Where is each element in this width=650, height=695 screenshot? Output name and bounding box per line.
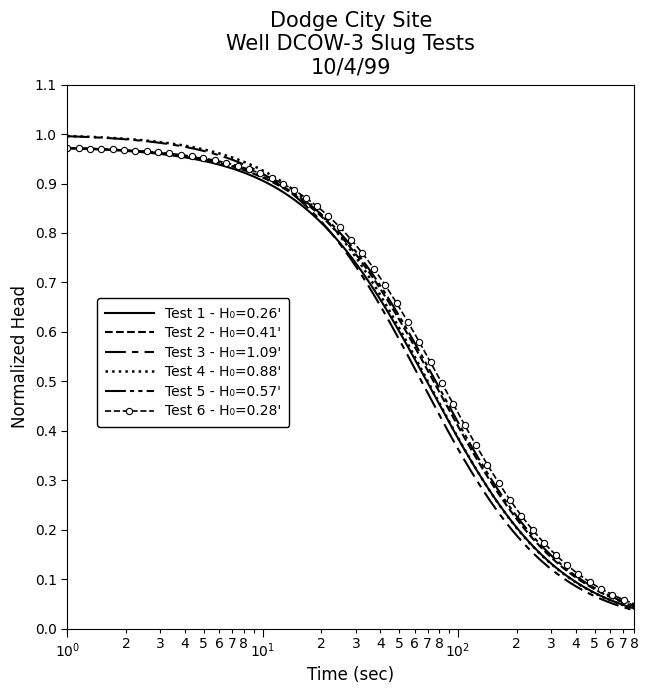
Test 3 - H₀=1.09': [453, 443, 461, 451]
Test 5 - H₀=0.57': [506, 502, 514, 511]
Test 5 - H₀=0.57': [313, 206, 321, 215]
Test 1 - H₀=0.26': [453, 432, 461, 440]
Test 3 - H₀=1.09': [292, 193, 300, 202]
Test 3 - H₀=1.09': [630, 606, 638, 614]
Test 2 - H₀=0.41': [453, 420, 461, 428]
Line: Test 2 - H₀=0.41': Test 2 - H₀=0.41': [67, 148, 634, 606]
Test 1 - H₀=0.26': [63, 144, 71, 152]
Test 6 - H₀=0.28': [292, 188, 300, 196]
Test 5 - H₀=0.57': [63, 144, 71, 152]
Test 4 - H₀=0.88': [292, 188, 300, 197]
Y-axis label: Normalized Head: Normalized Head: [11, 285, 29, 428]
Test 5 - H₀=0.57': [292, 191, 300, 199]
Line: Test 1 - H₀=0.26': Test 1 - H₀=0.26': [67, 148, 634, 609]
Test 1 - H₀=0.26': [313, 215, 321, 223]
Line: Test 3 - H₀=1.09': Test 3 - H₀=1.09': [67, 136, 634, 610]
Test 6 - H₀=0.28': [313, 202, 321, 211]
Test 1 - H₀=0.26': [516, 528, 524, 536]
Test 1 - H₀=0.26': [506, 514, 514, 523]
Test 1 - H₀=0.26': [630, 605, 638, 613]
Test 6 - H₀=0.28': [122, 146, 129, 154]
Test 2 - H₀=0.41': [63, 144, 71, 152]
Test 3 - H₀=1.09': [516, 535, 524, 543]
Test 4 - H₀=0.88': [506, 515, 514, 523]
Test 3 - H₀=1.09': [506, 523, 514, 531]
Test 3 - H₀=1.09': [313, 213, 321, 221]
Test 6 - H₀=0.28': [506, 495, 514, 503]
Test 1 - H₀=0.26': [122, 147, 129, 155]
Legend: Test 1 - H₀=0.26', Test 2 - H₀=0.41', Test 3 - H₀=1.09', Test 4 - H₀=0.88', Test: Test 1 - H₀=0.26', Test 2 - H₀=0.41', Te…: [97, 298, 289, 427]
Test 5 - H₀=0.57': [453, 416, 461, 424]
Test 3 - H₀=1.09': [122, 135, 129, 143]
Test 4 - H₀=0.88': [313, 206, 321, 215]
Test 4 - H₀=0.88': [516, 528, 524, 536]
Test 6 - H₀=0.28': [516, 509, 524, 518]
Test 5 - H₀=0.57': [122, 146, 129, 154]
Test 2 - H₀=0.41': [292, 193, 300, 201]
Test 6 - H₀=0.28': [630, 600, 638, 608]
Test 4 - H₀=0.88': [122, 135, 129, 143]
Test 2 - H₀=0.41': [506, 505, 514, 514]
Test 6 - H₀=0.28': [63, 144, 71, 152]
Test 4 - H₀=0.88': [453, 432, 461, 440]
Test 4 - H₀=0.88': [63, 132, 71, 140]
Test 6 - H₀=0.28': [453, 407, 461, 415]
Line: Test 6 - H₀=0.28': Test 6 - H₀=0.28': [64, 145, 638, 607]
Line: Test 5 - H₀=0.57': Test 5 - H₀=0.57': [67, 148, 634, 605]
Test 2 - H₀=0.41': [516, 519, 524, 528]
Title: Dodge City Site
Well DCOW-3 Slug Tests
10/4/99: Dodge City Site Well DCOW-3 Slug Tests 1…: [226, 11, 475, 78]
Line: Test 4 - H₀=0.88': Test 4 - H₀=0.88': [67, 136, 634, 609]
Test 2 - H₀=0.41': [630, 602, 638, 610]
Test 2 - H₀=0.41': [122, 146, 129, 154]
Test 5 - H₀=0.57': [516, 516, 524, 525]
Test 1 - H₀=0.26': [292, 197, 300, 206]
Test 2 - H₀=0.41': [313, 208, 321, 217]
Test 4 - H₀=0.88': [630, 605, 638, 613]
Test 5 - H₀=0.57': [630, 601, 638, 610]
X-axis label: Time (sec): Time (sec): [307, 666, 395, 684]
Test 3 - H₀=1.09': [63, 132, 71, 140]
